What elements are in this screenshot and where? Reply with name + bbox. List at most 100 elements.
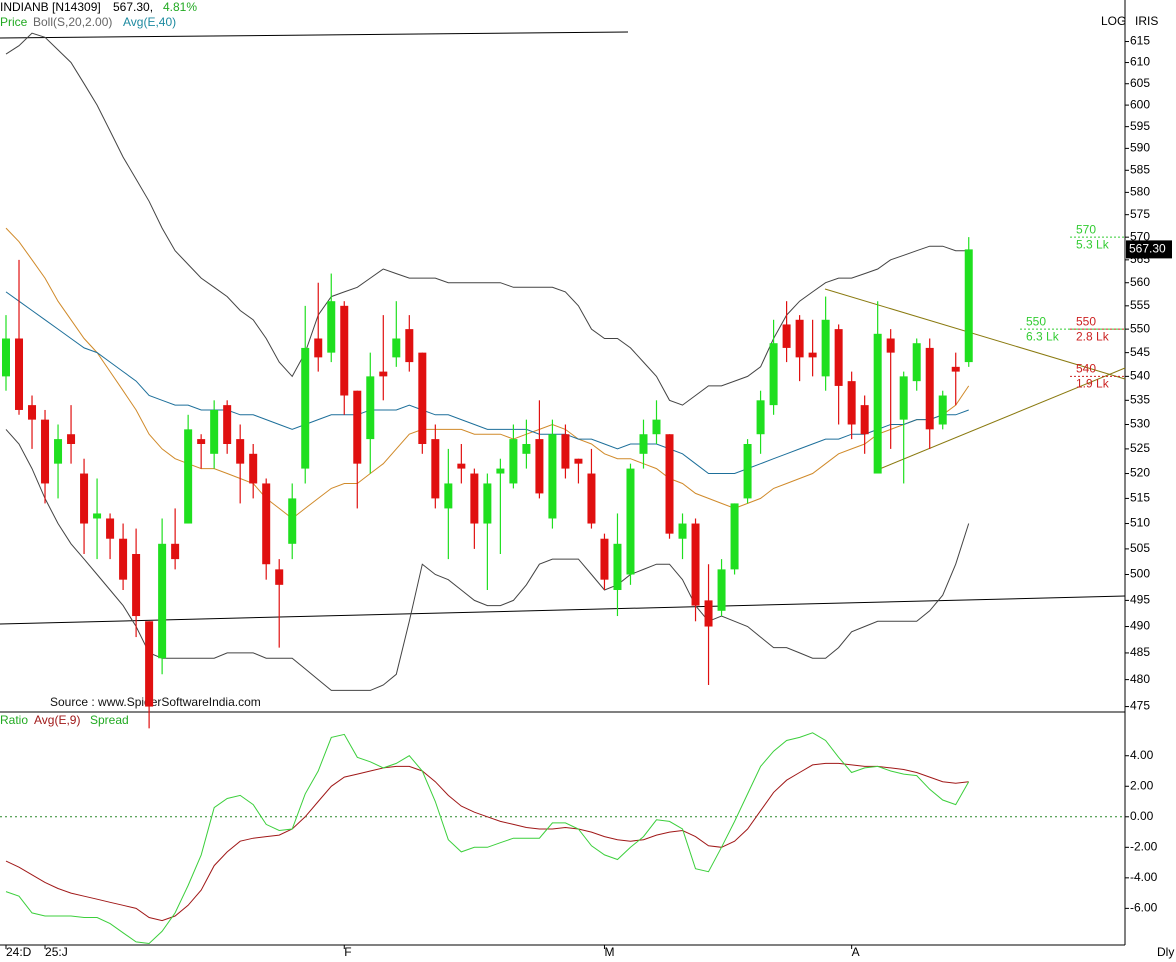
candle-body bbox=[639, 434, 648, 454]
legend-boll: Boll(S,20,2.00) bbox=[33, 15, 112, 29]
candle-body bbox=[899, 376, 908, 420]
candle-body bbox=[2, 338, 10, 377]
y-tick-label: 530 bbox=[1130, 417, 1150, 431]
candle-body bbox=[457, 463, 466, 469]
x-tick-label: M bbox=[604, 945, 614, 959]
y-tick-label: 535 bbox=[1130, 392, 1150, 406]
header-change: 4.81% bbox=[163, 0, 197, 14]
header-price: 567.30, bbox=[113, 0, 153, 14]
candle-body bbox=[145, 621, 154, 707]
y-tick-label: 600 bbox=[1130, 97, 1150, 111]
y-tick-label: 575 bbox=[1130, 207, 1150, 221]
candle-body bbox=[717, 569, 726, 611]
y-tick-label: -2.00 bbox=[1130, 839, 1158, 853]
y-tick-label: 480 bbox=[1130, 672, 1150, 686]
y-tick-label: 510 bbox=[1130, 516, 1150, 530]
y-tick-label: 550 bbox=[1130, 321, 1150, 335]
candle-body bbox=[873, 333, 882, 474]
candle-body bbox=[327, 301, 336, 353]
candle-body bbox=[704, 600, 713, 627]
candle-body bbox=[288, 498, 297, 544]
candle-body bbox=[171, 543, 180, 560]
scheme-label: IRIS bbox=[1135, 14, 1158, 28]
candle-body bbox=[587, 473, 596, 524]
price-box-label: 567.30 bbox=[1129, 242, 1166, 256]
y-tick-label: -4.00 bbox=[1130, 870, 1158, 884]
candle-body bbox=[860, 405, 869, 435]
legend-avg: Avg(E,40) bbox=[123, 15, 176, 29]
candle-body bbox=[743, 443, 752, 499]
y-tick-label: 500 bbox=[1130, 567, 1150, 581]
level-volume: 1.9 Lk bbox=[1076, 377, 1110, 391]
candle-body bbox=[522, 443, 531, 454]
legend-spread: Spread bbox=[90, 713, 129, 727]
x-tick-label: 24:D bbox=[6, 945, 32, 959]
boll-upper bbox=[5, 32, 969, 406]
scale-label: LOG bbox=[1101, 14, 1126, 28]
y-tick-label: 560 bbox=[1130, 275, 1150, 289]
candle-body bbox=[106, 518, 115, 539]
candle-body bbox=[210, 409, 219, 454]
candle-body bbox=[652, 419, 661, 435]
level-price: 550 bbox=[1076, 314, 1096, 328]
y-tick-label: 540 bbox=[1130, 369, 1150, 383]
candle-body bbox=[626, 468, 635, 575]
candle-body bbox=[951, 366, 960, 372]
y-tick-label: 525 bbox=[1130, 441, 1150, 455]
y-tick-label: 505 bbox=[1130, 541, 1150, 555]
triangle-lower bbox=[876, 367, 1126, 471]
level-price: 570 bbox=[1076, 222, 1096, 236]
candle-body bbox=[223, 405, 232, 444]
candle-body bbox=[197, 439, 206, 444]
candle-body bbox=[483, 483, 492, 524]
y-tick-label: 595 bbox=[1130, 119, 1150, 133]
level-volume: 5.3 Lk bbox=[1076, 237, 1110, 251]
candle-body bbox=[236, 439, 245, 464]
candle-body bbox=[158, 543, 167, 659]
candle-body bbox=[613, 543, 622, 591]
period-label: Dly bbox=[1157, 945, 1174, 959]
candle-body bbox=[418, 352, 427, 444]
level-volume: 2.8 Lk bbox=[1076, 329, 1110, 343]
y-tick-label: 2.00 bbox=[1130, 778, 1154, 792]
level-price: 540 bbox=[1076, 362, 1096, 376]
candle-body bbox=[353, 390, 362, 464]
y-tick-label: 580 bbox=[1130, 185, 1150, 199]
candle-body bbox=[548, 434, 557, 519]
candle-body bbox=[28, 405, 37, 420]
candle-body bbox=[54, 439, 63, 464]
y-tick-label: 4.00 bbox=[1130, 748, 1154, 762]
level-price: 550 bbox=[1026, 314, 1046, 328]
candle-body bbox=[470, 473, 479, 524]
y-tick-label: 475 bbox=[1130, 699, 1150, 713]
candle-body bbox=[340, 305, 349, 396]
candle-body bbox=[925, 347, 934, 430]
source: Source : www.SpiderSoftwareIndia.com bbox=[50, 695, 261, 709]
level-volume: 6.3 Lk bbox=[1026, 329, 1060, 343]
boll-lower bbox=[5, 429, 970, 691]
y-tick-label: -6.00 bbox=[1130, 901, 1158, 915]
x-tick-label: 25:J bbox=[45, 945, 68, 959]
y-tick-label: 515 bbox=[1130, 491, 1150, 505]
candle-body bbox=[561, 434, 570, 469]
candle-body bbox=[964, 249, 973, 363]
x-tick-label: A bbox=[852, 945, 860, 959]
candle-body bbox=[938, 395, 947, 425]
candle-body bbox=[93, 513, 102, 519]
x-tick-label: F bbox=[344, 945, 351, 959]
legend-price: Price bbox=[0, 15, 28, 29]
y-tick-label: 485 bbox=[1130, 645, 1150, 659]
candle-body bbox=[392, 338, 401, 358]
candle-body bbox=[600, 538, 609, 580]
candle-body bbox=[691, 523, 700, 606]
candle-body bbox=[184, 429, 193, 524]
candle-body bbox=[67, 434, 76, 444]
candle-body bbox=[678, 523, 687, 539]
candle-body bbox=[119, 538, 128, 580]
lower-title: Ratio bbox=[0, 713, 28, 727]
candle-body bbox=[314, 338, 323, 358]
candle-body bbox=[886, 338, 895, 353]
boll-middle bbox=[5, 227, 970, 520]
candle-body bbox=[834, 329, 843, 386]
